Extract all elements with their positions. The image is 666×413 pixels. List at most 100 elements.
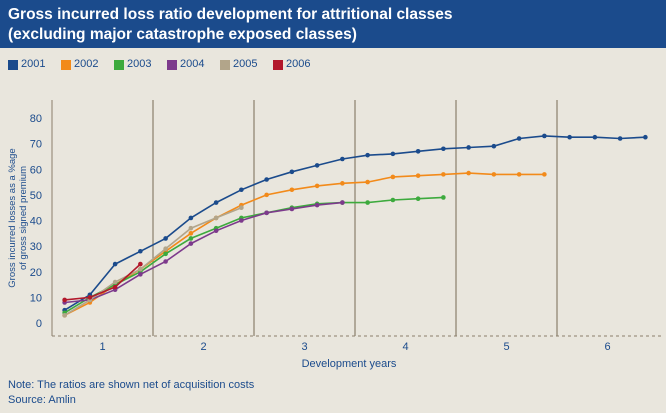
y-axis-label-line-2: of gross signed premium (18, 166, 29, 270)
data-point-2002 (491, 172, 497, 177)
chart-plot-area: 0 10 20 30 40 50 60 70 80 1 2 3 4 5 6 Development years… (7, 100, 664, 370)
legend-label: 2005 (233, 58, 258, 70)
data-point-2002 (390, 174, 396, 180)
data-point-2003 (390, 197, 396, 203)
data-point-2001 (567, 134, 572, 140)
series-line-2004 (64, 201, 343, 304)
data-point-2003 (365, 200, 370, 205)
data-point-2002 (314, 183, 320, 189)
data-point-2003 (163, 251, 168, 257)
legend-swatch (220, 60, 230, 70)
legend-label: 2004 (180, 58, 205, 70)
data-point-2001 (441, 146, 446, 152)
y-tick-label: 10 (30, 292, 42, 304)
x-tick-label: 5 (503, 341, 509, 353)
data-point-2002 (466, 170, 471, 176)
data-point-2001 (542, 133, 547, 139)
y-tick-label: 60 (30, 164, 42, 176)
y-tick-label: 0 (36, 318, 42, 330)
legend-swatch (8, 60, 18, 70)
series-line-2001 (64, 135, 646, 311)
data-point-2001 (592, 134, 598, 140)
data-point-2005 (213, 215, 219, 221)
x-axis-label: Development years (302, 358, 397, 370)
x-tick-label: 4 (402, 341, 408, 353)
data-point-2001 (466, 145, 471, 150)
data-point-2002 (415, 173, 421, 178)
series-line-2003 (64, 196, 444, 314)
data-point-2005 (163, 246, 168, 251)
data-point-2004 (340, 200, 345, 205)
data-point-2001 (239, 187, 244, 193)
data-point-2001 (163, 236, 168, 241)
data-point-2001 (643, 134, 648, 140)
data-point-2003 (441, 195, 446, 200)
data-point-2004 (314, 202, 320, 208)
legend-label: 2003 (127, 58, 152, 70)
data-point-2006 (62, 297, 67, 303)
data-point-2002 (516, 172, 522, 177)
data-point-2001 (314, 163, 320, 168)
data-point-2001 (264, 177, 269, 182)
series-line-2002 (64, 172, 545, 317)
data-point-2004 (264, 210, 269, 216)
data-point-2001 (213, 200, 219, 205)
y-tick-label: 80 (30, 113, 42, 125)
footnote: Note: The ratios are shown net of acquis… (8, 379, 255, 391)
x-tick-label: 1 (99, 341, 105, 353)
data-point-2002 (542, 172, 547, 177)
y-tick-label: 50 (30, 190, 42, 202)
x-tick-label: 2 (200, 341, 206, 353)
y-tick-label: 30 (30, 241, 42, 253)
data-point-2006 (87, 295, 93, 300)
data-point-2001 (516, 136, 522, 141)
legend-label: 2001 (21, 58, 46, 70)
data-point-2003 (188, 236, 194, 241)
y-tick-label: 40 (30, 216, 42, 228)
x-tick-label: 6 (604, 341, 610, 353)
series-line-2006 (64, 263, 141, 301)
y-tick-label: 70 (30, 139, 42, 151)
header-bar: Gross incurred loss ratio development fo… (0, 0, 666, 48)
data-point-2001 (112, 261, 118, 267)
data-point-2001 (289, 169, 295, 175)
data-point-2005 (112, 279, 118, 285)
legend-swatch (61, 60, 71, 70)
legend-label: 2002 (74, 58, 99, 70)
data-point-2002 (365, 179, 370, 185)
data-point-2006 (112, 284, 118, 290)
legend-swatch (273, 60, 283, 70)
y-tick-label: 20 (30, 267, 42, 279)
data-point-2001 (491, 143, 497, 149)
series-line-2005 (64, 206, 242, 316)
data-point-2005 (62, 313, 67, 318)
data-point-2004 (138, 272, 143, 277)
data-point-2004 (239, 218, 244, 223)
data-point-2004 (289, 206, 295, 212)
data-point-2003 (415, 196, 421, 202)
source-note: Source: Amlin (8, 394, 76, 406)
legend-swatch (114, 60, 124, 70)
data-point-2002 (264, 192, 269, 198)
chart-title: Gross incurred loss ratio development fo… (8, 5, 452, 45)
y-axis-label-line-1: Gross incurred losses as a %age (7, 148, 18, 287)
title-line-2: (excluding major catastrophe exposed cla… (8, 26, 357, 43)
data-point-2001 (617, 136, 623, 141)
legend-swatch (167, 60, 177, 70)
data-point-2001 (415, 149, 421, 154)
data-point-2005 (138, 266, 143, 272)
legend-label: 2006 (286, 58, 311, 70)
data-point-2001 (365, 152, 370, 158)
data-point-2002 (441, 172, 446, 177)
data-point-2001 (340, 156, 345, 162)
data-point-2002 (340, 181, 345, 186)
data-point-2001 (390, 151, 396, 157)
data-point-2004 (163, 259, 168, 264)
data-point-2002 (289, 187, 295, 193)
data-point-2002 (188, 231, 194, 236)
data-point-2005 (188, 225, 194, 231)
data-point-2005 (239, 205, 244, 210)
data-point-2006 (138, 261, 143, 267)
data-point-2001 (138, 248, 143, 254)
